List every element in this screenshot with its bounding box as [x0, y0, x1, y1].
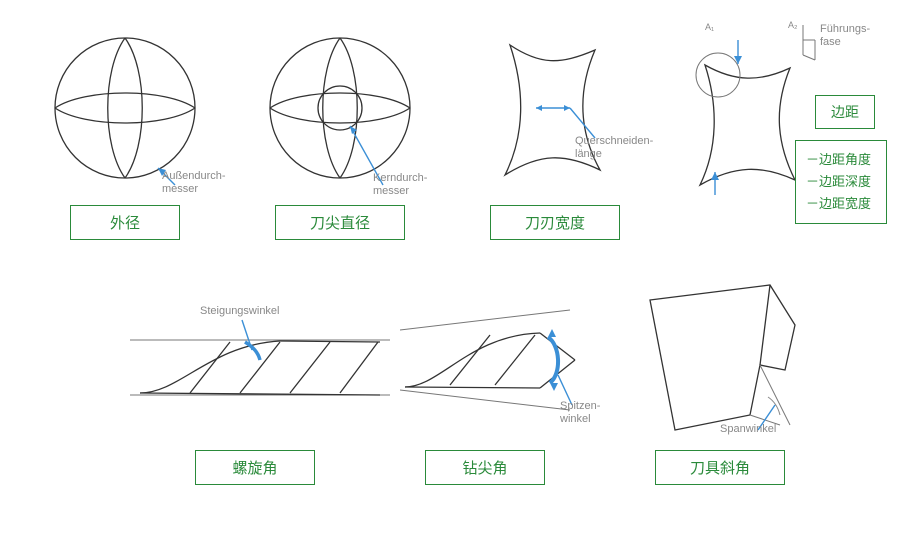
margin-item-depth: －边距深度 [806, 171, 876, 193]
label-point-angle: 钻尖角 [425, 450, 545, 485]
diagram-rake-angle: Spanwinkel [640, 275, 850, 440]
label-chisel-edge: 刀刃宽度 [490, 205, 620, 240]
diagram-outer-diameter: Außendurch-messer [40, 30, 220, 190]
annot-chisel-edge: Querschneiden-länge [575, 135, 653, 160]
diagram-helix-angle: Steigungswinkel [130, 285, 390, 435]
label-core-diameter: 刀尖直径 [275, 205, 405, 240]
panel-core-diameter: Kerndurch-messer [255, 30, 435, 190]
annot-guide-chamfer: Führungs-fase [820, 23, 870, 48]
annot-point-angle: Spitzen-winkel [560, 400, 600, 425]
label-helix-angle: 螺旋角 [195, 450, 315, 485]
annot-outer-diameter: Außendurch-messer [162, 170, 226, 195]
panel-outer-diameter: Außendurch-messer [40, 30, 220, 190]
panel-helix-angle: Steigungswinkel [130, 285, 390, 435]
panel-chisel-edge: Querschneiden-länge [470, 35, 640, 190]
diagram-core-diameter: Kerndurch-messer [255, 30, 435, 190]
margin-item-width: －边距宽度 [806, 193, 876, 215]
diagram-point-angle: Spitzen-winkel [400, 285, 620, 440]
label-margin-small: 边距 [815, 95, 875, 129]
annot-rake-angle: Spanwinkel [720, 423, 776, 436]
panel-point-angle: Spitzen-winkel [400, 285, 620, 440]
annot-core-diameter: Kerndurch-messer [373, 172, 427, 197]
panel-rake-angle: Spanwinkel [640, 275, 850, 440]
label-outer-diameter: 外径 [70, 205, 180, 240]
label-rake-angle: 刀具斜角 [655, 450, 785, 485]
diagram-chisel-edge: Querschneiden-länge [470, 35, 640, 190]
annot-a1: A₁ [705, 22, 714, 32]
margin-item-angle: －边距角度 [806, 149, 876, 171]
annot-a2: A₂ [788, 20, 798, 30]
annot-helix-angle: Steigungswinkel [200, 305, 280, 318]
label-margin-items: －边距角度 －边距深度 －边距宽度 [795, 140, 887, 224]
